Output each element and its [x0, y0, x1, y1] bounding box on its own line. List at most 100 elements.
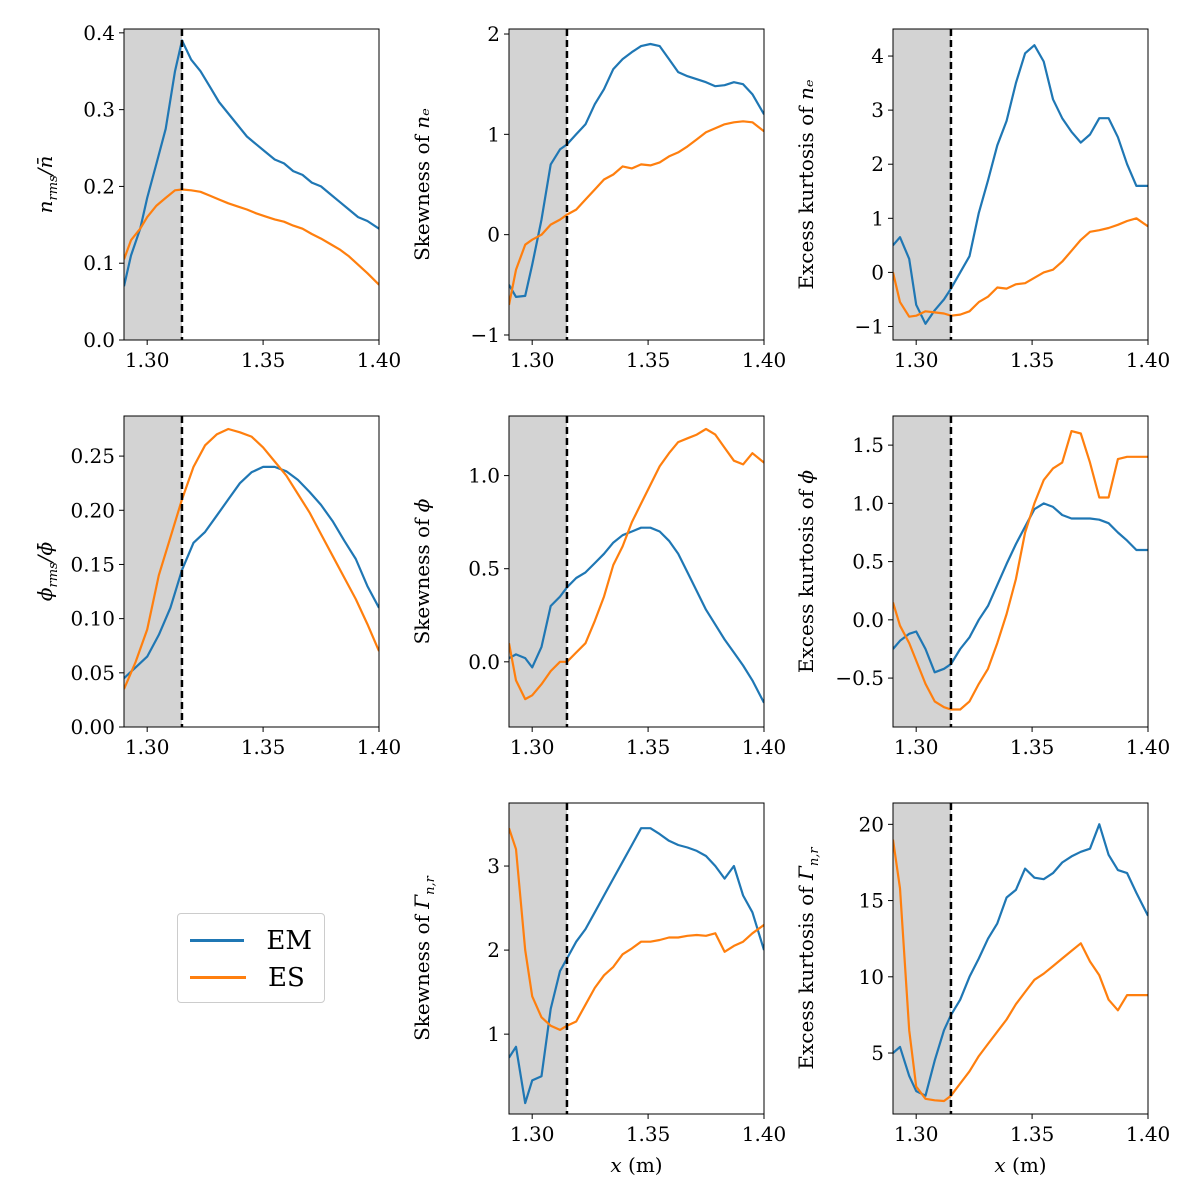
x-tick-label: 1.35 [626, 348, 671, 372]
x-tick-label: 1.30 [125, 735, 170, 759]
shaded-region [893, 803, 951, 1114]
y-tick-label: −1 [471, 323, 500, 347]
shaded-region [509, 803, 567, 1114]
y-tick-label: 3 [487, 854, 500, 878]
x-tick-label: 1.40 [357, 735, 402, 759]
y-label-text: Skewness of [410, 129, 434, 261]
y-label-symbol: nₑ [794, 79, 818, 100]
series-line-es [893, 430, 1148, 711]
y-label-subscript: rms [46, 562, 61, 588]
y-label-symbol: nₑ [410, 108, 434, 129]
y-tick-label: 10 [859, 965, 884, 989]
y-label-symbol: Γ [794, 865, 818, 881]
panel-kurt_phi: 1.30 1.35 1.40 −0.5 0.0 0.5 1.0 1.5 Excess kurto… [794, 415, 1171, 759]
legend-swatch-em [190, 939, 245, 942]
axes-frame [123, 28, 380, 341]
series-line-es [893, 839, 1148, 1103]
x-tick-label: 1.30 [894, 1122, 939, 1146]
y-tick-label: 0 [871, 260, 884, 284]
x-label-unit: (m) [628, 1153, 663, 1177]
x-axis-label: x (m) [610, 1153, 662, 1177]
y-tick-label: 0.15 [70, 552, 115, 576]
y-label-text: Excess kurtosis of [794, 100, 818, 290]
series-line-em [509, 827, 764, 1105]
series-line-es [509, 827, 764, 1032]
y-tick-label: 5 [871, 1041, 884, 1065]
y-label-suffix: /ϕ̄ [33, 542, 57, 565]
x-tick-label: 1.35 [1010, 1122, 1055, 1146]
panel-skew_gamma: 1.30 1.35 1.40 1 2 3 Skewness of Γn,r x (m) [410, 802, 786, 1177]
y-label-subscript: n,r [807, 847, 822, 867]
legend-entry-em: EM [190, 922, 312, 959]
y-tick-label: 1 [871, 206, 884, 230]
y-label-symbol: ϕ [410, 498, 434, 512]
y-tick-label: −1 [855, 314, 884, 338]
x-tick-label: 1.30 [894, 348, 939, 372]
y-tick-label: 0.20 [70, 498, 115, 522]
y-tick-label: 0.10 [70, 607, 115, 631]
y-tick-label: 0.5 [852, 550, 884, 574]
legend-swatch-es [190, 976, 246, 979]
shaded-region [509, 29, 567, 340]
series-line-em [893, 502, 1148, 674]
shaded-region [124, 416, 182, 727]
x-tick-label: 1.30 [510, 348, 555, 372]
legend-label-em: EM [266, 925, 312, 956]
y-tick-label: 0.2 [83, 174, 115, 198]
y-label-symbol: ϕ [794, 470, 818, 484]
y-tick-label: 0.3 [83, 98, 115, 122]
panel-nrms: 1.30 1.35 1.40 0.0 0.1 0.2 0.3 0.4 nrms/n̄ [33, 21, 401, 372]
y-tick-label: 0.0 [468, 650, 500, 674]
legend-entry-es: ES [190, 959, 312, 996]
series-group [509, 827, 764, 1105]
series-line-em [893, 44, 1148, 325]
series-line-es [124, 188, 379, 286]
shaded-region [124, 29, 182, 340]
axes-frame [123, 415, 380, 728]
y-axis-label: Excess kurtosis of nₑ [794, 79, 818, 289]
panel-skew_phi: 1.30 1.35 1.40 0.0 0.5 1.0 Skewness of ϕ [410, 415, 787, 759]
y-tick-label: 0.05 [70, 661, 115, 685]
x-tick-label: 1.40 [742, 735, 787, 759]
y-tick-label: 1 [487, 122, 500, 146]
series-line-em [124, 465, 379, 680]
panel-skew_ne: 1.30 1.35 1.40 −1 0 1 2 Skewness of nₑ [410, 22, 786, 372]
series-group [893, 823, 1148, 1103]
x-tick-label: 1.35 [626, 1122, 671, 1146]
y-axis-label: Excess kurtosis of Γn,r [794, 847, 822, 1070]
y-label-text: Excess kurtosis of [794, 880, 818, 1070]
series-line-em [893, 823, 1148, 1097]
y-tick-label: 15 [859, 889, 884, 913]
y-axis-label: nrms/n̄ [33, 156, 61, 214]
x-label-symbol: x [994, 1153, 1012, 1177]
series-line-em [124, 39, 379, 287]
axes-frame [508, 415, 765, 728]
y-label-symbol: Γ [410, 894, 434, 910]
x-tick-label: 1.40 [742, 348, 787, 372]
x-tick-label: 1.40 [1126, 735, 1171, 759]
y-tick-label: 2 [871, 152, 884, 176]
series-group [509, 427, 764, 704]
y-axis-label: Skewness of nₑ [410, 108, 434, 261]
y-tick-label: 0.00 [70, 715, 115, 739]
x-label-unit: (m) [1012, 1153, 1047, 1177]
series-line-em [509, 526, 764, 704]
legend-label-es: ES [268, 962, 305, 993]
y-axis-label: Skewness of Γn,r [410, 875, 438, 1041]
y-label-subscript: rms [46, 175, 61, 201]
x-tick-label: 1.30 [125, 348, 170, 372]
y-axis-label: Excess kurtosis of ϕ [794, 470, 818, 674]
series-line-em [509, 42, 764, 298]
y-tick-label: 0.25 [70, 444, 115, 468]
x-tick-label: 1.30 [894, 735, 939, 759]
x-tick-label: 1.30 [510, 1122, 555, 1146]
shaded-region [509, 416, 567, 727]
y-tick-label: 0 [487, 223, 500, 247]
axes-frame [892, 415, 1149, 728]
series-group [893, 44, 1148, 325]
series-line-es [124, 427, 379, 690]
y-tick-label: 0.5 [468, 557, 500, 581]
y-label-text: Skewness of [410, 909, 434, 1041]
y-tick-label: 1.0 [468, 464, 500, 488]
